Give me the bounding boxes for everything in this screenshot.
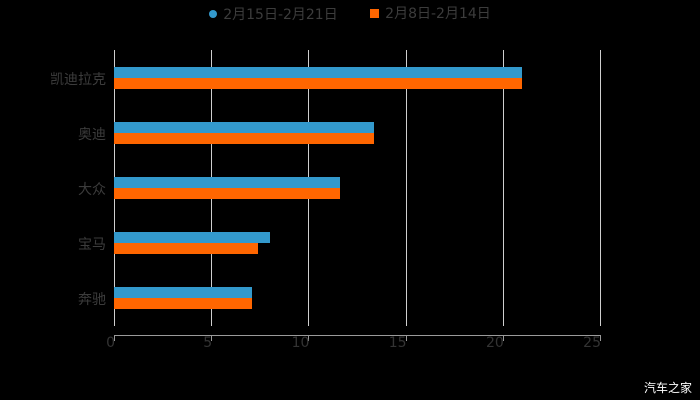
legend-label: 2月15日-2月21日 xyxy=(223,6,338,23)
legend-item-series2[interactable]: 2月8日-2月14日 xyxy=(370,3,491,23)
bar[interactable] xyxy=(114,177,340,188)
x-tick xyxy=(405,335,407,341)
plot-area xyxy=(114,50,601,326)
x-tick xyxy=(211,335,213,341)
bar[interactable] xyxy=(114,287,253,299)
category-label: 宝马 xyxy=(78,237,106,254)
x-axis-line xyxy=(114,335,600,336)
x-tick-label: 20 xyxy=(485,335,504,351)
category-label: 凯迪拉克 xyxy=(50,71,106,88)
legend-circle-icon xyxy=(209,9,218,18)
watermark: 汽车之家 xyxy=(643,381,692,395)
x-tick-label: 0 xyxy=(106,335,115,351)
x-tick-label: 15 xyxy=(388,335,407,351)
bar[interactable] xyxy=(114,298,253,310)
bar[interactable] xyxy=(114,77,523,89)
x-tick xyxy=(600,335,601,341)
gridline xyxy=(600,50,601,326)
x-tick-label: 5 xyxy=(203,335,213,351)
legend-item-series1[interactable]: 2月15日-2月21日 xyxy=(209,4,338,24)
chart-legend: 2月15日-2月21日 2月8日-2月14日 xyxy=(0,3,700,24)
bar[interactable] xyxy=(114,121,375,133)
category-label: 奥迪 xyxy=(78,126,106,143)
bar[interactable] xyxy=(114,188,340,199)
gridline xyxy=(502,50,504,326)
bar[interactable] xyxy=(114,66,523,78)
x-tick xyxy=(308,335,310,341)
legend-square-icon xyxy=(370,8,380,18)
gridline xyxy=(405,50,407,326)
x-tick xyxy=(502,335,504,341)
legend-label: 2月8日-2月14日 xyxy=(385,6,491,22)
x-tick-label: 25 xyxy=(583,335,601,351)
x-tick-label: 10 xyxy=(291,335,310,351)
category-label: 大众 xyxy=(78,182,106,198)
bar[interactable] xyxy=(114,243,258,255)
bar[interactable] xyxy=(114,232,270,244)
x-tick xyxy=(114,335,115,341)
bar[interactable] xyxy=(114,132,375,144)
category-label: 奔驰 xyxy=(78,292,106,309)
